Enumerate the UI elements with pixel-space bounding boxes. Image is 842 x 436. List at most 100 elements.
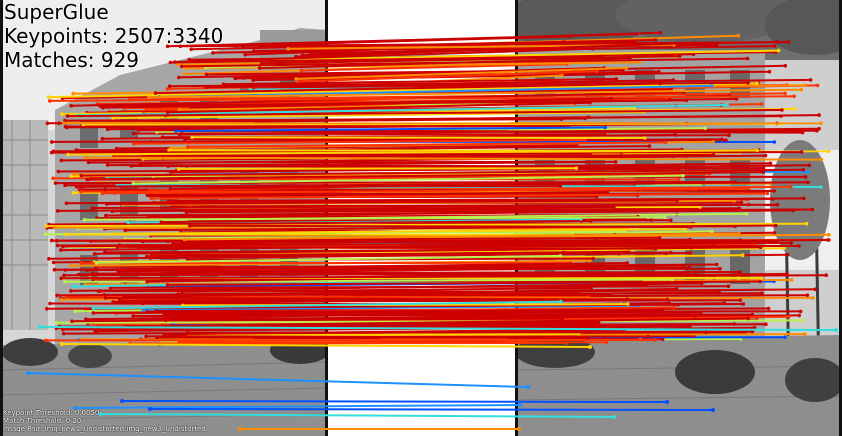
keypoint-dot xyxy=(184,210,189,214)
keypoint-dot xyxy=(91,306,96,311)
keypoint-dot xyxy=(603,125,607,130)
match-line xyxy=(95,322,597,333)
keypoint-dot xyxy=(703,126,708,131)
keypoint-dot xyxy=(609,96,614,101)
keypoint-threshold: Keypoint Threshold: 0.0050 xyxy=(3,409,100,417)
keypoint-dot xyxy=(149,196,154,201)
match-line xyxy=(296,67,627,80)
keypoint-dot xyxy=(788,185,793,189)
keypoint-dot xyxy=(740,253,745,257)
keypoint-dot xyxy=(675,198,679,203)
keypoint-dot xyxy=(799,87,803,92)
match-line xyxy=(184,232,739,241)
match-line xyxy=(147,191,608,197)
match-line xyxy=(178,167,577,170)
keypoint-dot xyxy=(806,180,810,185)
keypoint-dot xyxy=(803,332,807,336)
keypoint-dot xyxy=(786,314,791,319)
keypoint-dot xyxy=(182,237,187,242)
keypoint-dot xyxy=(103,187,107,192)
match-line xyxy=(106,199,678,205)
keypoint-dot xyxy=(73,406,77,410)
keypoint-dot xyxy=(59,158,64,163)
keypoint-dot xyxy=(634,32,639,36)
keypoint-dot xyxy=(834,328,838,332)
keypoint-dot xyxy=(79,261,83,265)
match-line xyxy=(174,47,593,63)
keypoint-dot xyxy=(745,56,750,61)
keypoint-dot xyxy=(767,69,772,74)
keypoint-dot xyxy=(688,251,693,255)
match-line xyxy=(176,126,606,132)
keypoint-dot xyxy=(165,44,170,49)
match-line xyxy=(113,299,741,303)
keypoint-dot xyxy=(772,140,777,144)
keypoint-dot xyxy=(251,78,255,82)
keypoint-dot xyxy=(662,215,667,219)
keypoint-dot xyxy=(82,217,87,222)
keypoint-dot xyxy=(613,160,618,164)
keypoint-dot xyxy=(53,225,57,230)
keypoint-dot xyxy=(59,248,63,252)
keypoint-dot xyxy=(53,181,58,185)
match-line xyxy=(92,203,778,209)
keypoint-dot xyxy=(204,85,209,89)
match-line xyxy=(253,70,770,82)
match-line xyxy=(48,82,758,99)
keypoint-dot xyxy=(98,289,103,293)
keypoint-dot xyxy=(105,163,110,167)
keypoint-dot xyxy=(802,196,806,201)
keypoint-dot xyxy=(149,253,154,257)
keypoint-dot xyxy=(59,276,64,281)
keypoint-dot xyxy=(758,279,762,284)
keypoint-dot xyxy=(761,170,766,174)
match-line xyxy=(148,88,802,99)
keypoint-dot xyxy=(64,125,69,130)
keypoint-dot xyxy=(698,205,702,209)
keypoint-dot xyxy=(826,149,831,154)
match-line xyxy=(131,161,589,167)
match-line xyxy=(71,314,695,323)
keypoint-dot xyxy=(126,220,130,225)
matches-count: Matches: 929 xyxy=(4,48,140,72)
keypoint-dot xyxy=(115,245,120,249)
keypoint-dot xyxy=(625,302,630,306)
keypoint-dot xyxy=(760,291,764,296)
match-line xyxy=(81,168,804,177)
keypoint-dot xyxy=(145,279,149,284)
keypoint-dot xyxy=(804,221,809,226)
match-line xyxy=(170,182,590,191)
keypoint-dot xyxy=(165,110,170,115)
keypoint-dot xyxy=(741,302,746,306)
keypoint-dot xyxy=(45,307,49,311)
keypoint-dot xyxy=(759,276,763,280)
match-line xyxy=(167,101,591,114)
keypoint-dot xyxy=(131,181,136,186)
keypoint-dot xyxy=(61,121,66,125)
keypoint-dot xyxy=(120,399,124,403)
keypoint-dot xyxy=(677,54,682,58)
keypoint-dot xyxy=(296,79,300,84)
match-line xyxy=(149,408,714,411)
keypoint-dot xyxy=(43,232,48,236)
keypoint-dot xyxy=(211,51,215,55)
keypoint-dot xyxy=(711,140,715,144)
keypoint-dot xyxy=(46,95,51,99)
keypoint-dot xyxy=(815,83,820,88)
match-line xyxy=(191,39,656,51)
keypoint-dot xyxy=(669,218,673,222)
keypoint-dot xyxy=(699,281,704,286)
keypoint-dot xyxy=(179,64,184,69)
match-line xyxy=(87,171,764,181)
keypoint-dot xyxy=(826,238,830,242)
keypoint-dot xyxy=(646,334,650,339)
keypoints-count: Keypoints: 2507:3340 xyxy=(4,24,224,48)
method-label: SuperGlue xyxy=(4,0,109,24)
match-threshold: Match Threshold: 0.20 xyxy=(3,417,82,425)
match-line xyxy=(124,288,677,298)
keypoint-dot xyxy=(671,78,676,82)
keypoint-dot xyxy=(774,240,779,244)
match-line xyxy=(57,206,614,212)
keypoint-dot xyxy=(800,318,804,323)
keypoint-dot xyxy=(64,201,69,205)
